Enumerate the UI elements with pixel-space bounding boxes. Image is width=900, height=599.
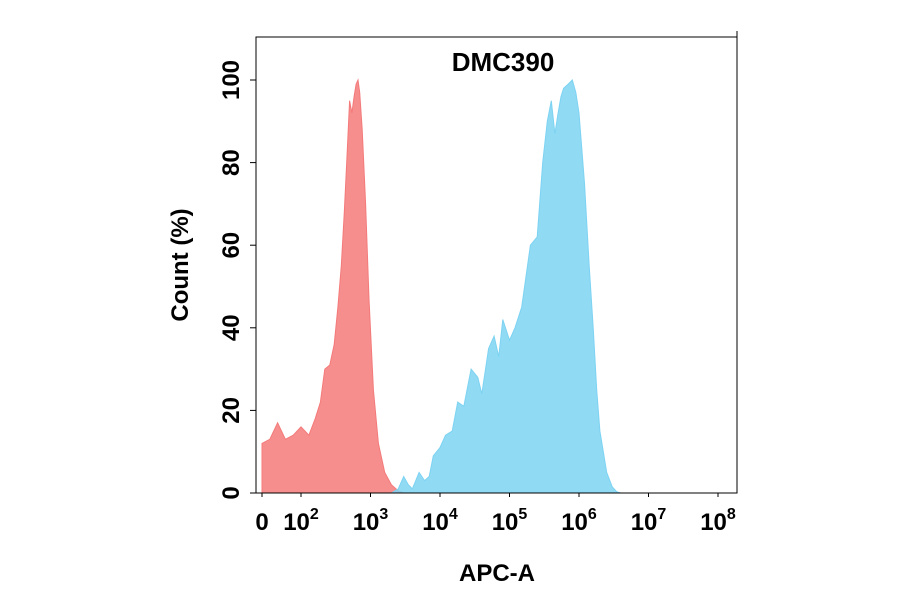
x-tick-label: 0	[255, 509, 268, 536]
y-tick-label: 0	[218, 486, 245, 499]
x-tick-label: 105	[492, 506, 528, 536]
y-tick-label: 40	[218, 314, 245, 341]
y-tick-label: 20	[218, 397, 245, 424]
x-axis-title: APC-A	[459, 560, 535, 587]
x-tick-label: 104	[422, 506, 458, 536]
x-tick-label: 107	[631, 506, 667, 536]
x-tick-label: 108	[700, 506, 736, 536]
y-axis: 0 20 40 60 80 100	[218, 60, 256, 500]
series-layer	[261, 78, 621, 494]
plot-frame	[255, 36, 738, 494]
y-tick-label: 100	[218, 60, 245, 100]
x-axis: 0 102 103 104 105 106 107 108	[255, 493, 736, 536]
series-area-2	[389, 79, 621, 494]
x-tick-label: 106	[561, 506, 597, 536]
x-tick-label: 102	[283, 506, 319, 536]
x-tick-label: 103	[353, 506, 389, 536]
chart-title: DMC390	[452, 47, 555, 77]
y-tick-label: 80	[218, 149, 245, 176]
series-area-1	[261, 78, 404, 494]
y-tick-label: 60	[218, 232, 245, 259]
y-axis-title: Count (%)	[167, 208, 194, 321]
